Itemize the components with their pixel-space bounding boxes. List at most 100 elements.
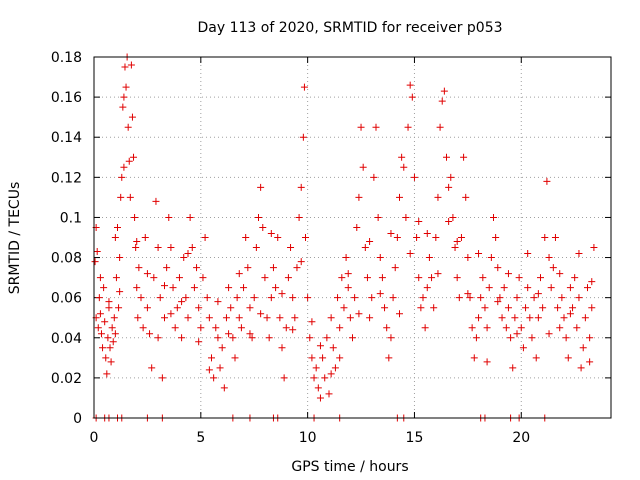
data-point: [549, 264, 557, 272]
data-point: [180, 254, 188, 262]
data-point: [357, 123, 365, 131]
data-point: [158, 374, 166, 382]
data-point: [184, 314, 192, 322]
data-point: [336, 354, 344, 362]
data-point: [398, 153, 406, 161]
data-point: [252, 244, 260, 252]
data-point: [182, 294, 190, 302]
data-point: [389, 294, 397, 302]
y-axis-label: SRMTID / TECUs: [7, 182, 23, 295]
data-point: [314, 384, 322, 392]
data-point: [188, 244, 196, 252]
data-point: [566, 310, 574, 318]
data-point: [237, 324, 245, 332]
data-point: [434, 193, 442, 201]
data-point: [541, 234, 549, 241]
data-point: [451, 244, 459, 252]
data-point: [267, 294, 275, 302]
data-point: [496, 294, 504, 302]
data-point: [481, 304, 489, 312]
data-point: [235, 270, 243, 278]
data-point: [261, 274, 269, 282]
data-point: [351, 294, 359, 302]
data-point: [453, 274, 461, 282]
data-point: [445, 183, 453, 191]
data-point: [141, 234, 149, 241]
data-point: [114, 223, 121, 231]
data-point: [210, 374, 218, 382]
data-point: [415, 274, 423, 282]
data-point: [445, 217, 453, 225]
data-point: [276, 314, 284, 322]
data-point: [370, 173, 378, 181]
data-point: [475, 250, 483, 258]
data-point: [169, 284, 177, 292]
data-point: [156, 294, 164, 302]
data-point: [161, 314, 168, 322]
data-point: [566, 284, 574, 292]
data-point: [152, 197, 160, 205]
data-point: [101, 318, 109, 326]
data-point: [410, 173, 418, 181]
data-point: [355, 310, 363, 318]
data-point: [475, 314, 483, 322]
data-point: [316, 394, 324, 402]
data-point: [108, 324, 116, 332]
data-point: [586, 334, 594, 342]
x-axis-label: GPS time / hours: [291, 459, 408, 475]
data-point: [246, 330, 254, 338]
data-point: [517, 324, 525, 332]
data-point: [374, 213, 382, 221]
data-point: [581, 314, 589, 322]
data-point: [300, 83, 308, 91]
data-point: [524, 284, 532, 292]
data-point: [173, 304, 181, 312]
x-tick-label: 15: [406, 430, 424, 446]
data-point: [178, 334, 186, 342]
data-point: [124, 123, 132, 131]
data-point: [278, 290, 286, 298]
data-point: [259, 223, 267, 231]
data-point: [193, 264, 201, 272]
data-point: [453, 238, 461, 246]
data-points: [91, 53, 598, 422]
data-point: [91, 258, 99, 266]
data-point: [216, 364, 224, 372]
data-point: [342, 254, 350, 262]
data-point: [257, 310, 265, 318]
data-point: [125, 157, 133, 165]
data-point: [406, 250, 414, 258]
data-point: [562, 334, 570, 342]
data-point: [284, 274, 292, 282]
data-point: [327, 314, 335, 322]
data-point: [378, 274, 386, 282]
data-point: [425, 254, 433, 262]
data-point: [421, 324, 429, 332]
data-point: [246, 304, 254, 312]
data-point: [472, 334, 480, 342]
data-point: [257, 183, 265, 191]
data-point: [302, 234, 309, 241]
data-point: [163, 264, 171, 272]
data-point: [556, 270, 564, 278]
data-point: [143, 270, 151, 278]
data-point: [381, 304, 389, 312]
data-point: [331, 364, 339, 372]
data-point: [355, 193, 363, 201]
data-point: [504, 304, 512, 312]
data-point: [105, 304, 113, 312]
data-point: [515, 274, 523, 282]
data-point: [457, 234, 465, 241]
data-point: [107, 358, 115, 366]
data-point: [255, 213, 262, 221]
data-point: [218, 344, 226, 352]
data-point: [312, 364, 320, 372]
data-point: [95, 294, 103, 302]
data-point: [282, 324, 290, 332]
data-point: [447, 173, 455, 181]
data-point: [289, 294, 297, 302]
x-tick-labels: 0 5 10 15 20: [90, 430, 531, 446]
x-tick-label: 0: [90, 430, 99, 446]
data-point: [344, 270, 352, 278]
